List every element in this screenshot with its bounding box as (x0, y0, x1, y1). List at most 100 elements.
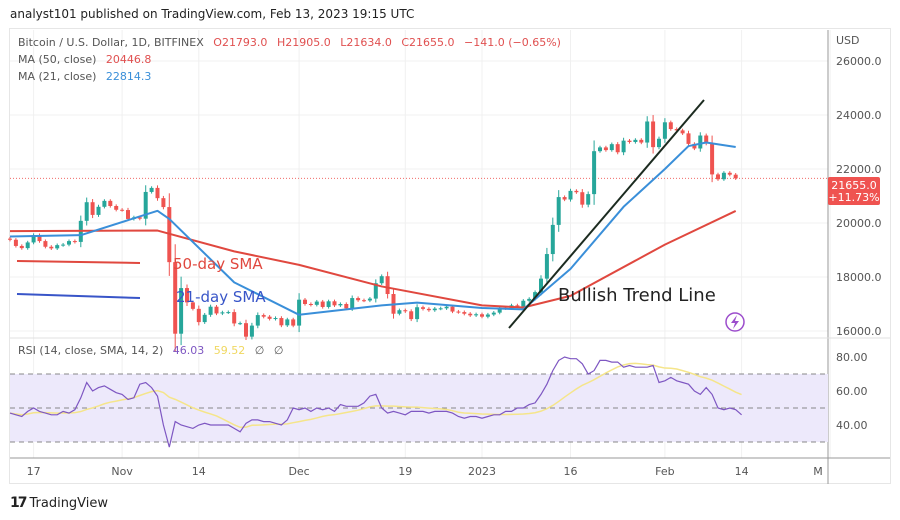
candle-up (645, 121, 650, 143)
candle-down (627, 140, 632, 142)
symbol-legend: Bitcoin / U.S. Dollar, 1D, BITFINEX O217… (18, 36, 567, 49)
candle-up (527, 298, 532, 301)
tradingview-logo[interactable]: 17 TradingView (10, 495, 108, 511)
ma50-line (9, 210, 737, 309)
candle-up (285, 319, 290, 326)
candle-down (686, 133, 691, 144)
rsi-line (9, 356, 742, 448)
candle-up (179, 288, 184, 334)
candle-up (497, 307, 502, 313)
candle-up (350, 298, 355, 309)
candle-up (485, 314, 490, 317)
rsi-extra-1: ∅ (254, 344, 265, 357)
time-tick-label: 14 (735, 465, 749, 478)
candle-up (297, 299, 302, 326)
candle-up (249, 325, 254, 337)
candle-up (598, 147, 602, 152)
time-tick-label: M (813, 465, 823, 478)
candle-down (303, 299, 307, 304)
candle-up (96, 206, 101, 215)
candle-up (238, 323, 243, 325)
candle-up (326, 301, 331, 307)
candle-down (190, 302, 195, 309)
price-tick-label: 22000.0 (836, 163, 882, 176)
candle-up (67, 241, 71, 245)
candle-down (674, 129, 679, 131)
rsi-tick-label: 60.00 (836, 385, 868, 398)
ma21-line (9, 141, 736, 316)
candle-down (114, 205, 119, 210)
candle-down (173, 262, 178, 334)
ma21-legend[interactable]: MA (21, close) 22814.3 (18, 70, 157, 83)
candle-down (639, 139, 644, 143)
price-tick-label: 16000.0 (836, 325, 882, 338)
candle-down (680, 130, 685, 134)
candle-down (574, 190, 579, 193)
candle-down (43, 241, 48, 247)
ohlc-low: L21634.0 (340, 36, 392, 49)
candle-down (356, 298, 361, 301)
candle-down (580, 192, 585, 205)
last-price-badge (828, 177, 880, 205)
rsi-legend[interactable]: RSI (14, close, SMA, 14, 2) 46.03 59.52 … (18, 344, 289, 357)
candle-up (539, 278, 543, 293)
candle-up (621, 140, 626, 153)
tradingview-logo-icon: 17 (10, 495, 28, 511)
bullish-trend-line[interactable] (508, 99, 705, 329)
candle-down (480, 314, 484, 317)
time-tick-label: 16 (564, 465, 578, 478)
candle-down (267, 316, 272, 319)
candle-up (698, 135, 703, 149)
candle-down (385, 276, 390, 295)
candle-down (615, 144, 620, 153)
rsi-tick-label: 40.00 (836, 419, 868, 432)
candle-down (710, 143, 715, 175)
candle-down (403, 310, 408, 312)
rsi-label: RSI (14, close, SMA, 14, 2) (18, 344, 164, 357)
candle-down (456, 311, 461, 313)
ma50-label: MA (50, close) (18, 53, 97, 66)
candle-down (320, 301, 325, 307)
candle-down (727, 172, 732, 175)
candle-up (273, 318, 278, 320)
price-tick-label: 18000.0 (836, 271, 882, 284)
candle-up (544, 254, 549, 279)
candle-down (126, 210, 130, 219)
candle-up (25, 242, 30, 249)
last-price-change: +11.73% (828, 191, 879, 204)
candle-down (733, 174, 738, 179)
sma50-annotation-text: 50-day SMA (173, 255, 263, 273)
candle-up (662, 122, 667, 139)
rsi-extra-2: ∅ (273, 344, 284, 357)
candle-down (49, 246, 54, 249)
symbol-name: Bitcoin / U.S. Dollar, 1D, BITFINEX (18, 36, 204, 49)
candle-down (214, 306, 219, 314)
candle-down (468, 313, 473, 316)
candle-up (102, 200, 107, 207)
candle-down (426, 308, 431, 311)
ma50-value: 20446.8 (105, 53, 152, 66)
candle-down (137, 217, 142, 219)
lightning-icon-glyph (731, 315, 739, 329)
candle-down (19, 245, 24, 249)
candle-up (438, 308, 443, 310)
ohlc-change: −141.0 (−0.65%) (464, 36, 561, 49)
ma21-label: MA (21, close) (18, 70, 97, 83)
rsi-value: 46.03 (172, 344, 205, 357)
candle-up (592, 151, 597, 195)
ohlc-open: O21793.0 (213, 36, 268, 49)
candle-down (291, 319, 296, 326)
candle-up (379, 276, 384, 284)
candle-down (362, 300, 366, 302)
brand-name: TradingView (29, 495, 109, 511)
ma50-legend[interactable]: MA (50, close) 20446.8 (18, 53, 157, 66)
candle-up (31, 235, 36, 243)
candle-up (586, 194, 591, 205)
candle-up (657, 138, 661, 148)
time-tick-label: 19 (398, 465, 412, 478)
candle-up (721, 172, 726, 180)
candle-up (208, 306, 213, 315)
ohlc-close: C21655.0 (401, 36, 455, 49)
candle-up (220, 312, 225, 314)
